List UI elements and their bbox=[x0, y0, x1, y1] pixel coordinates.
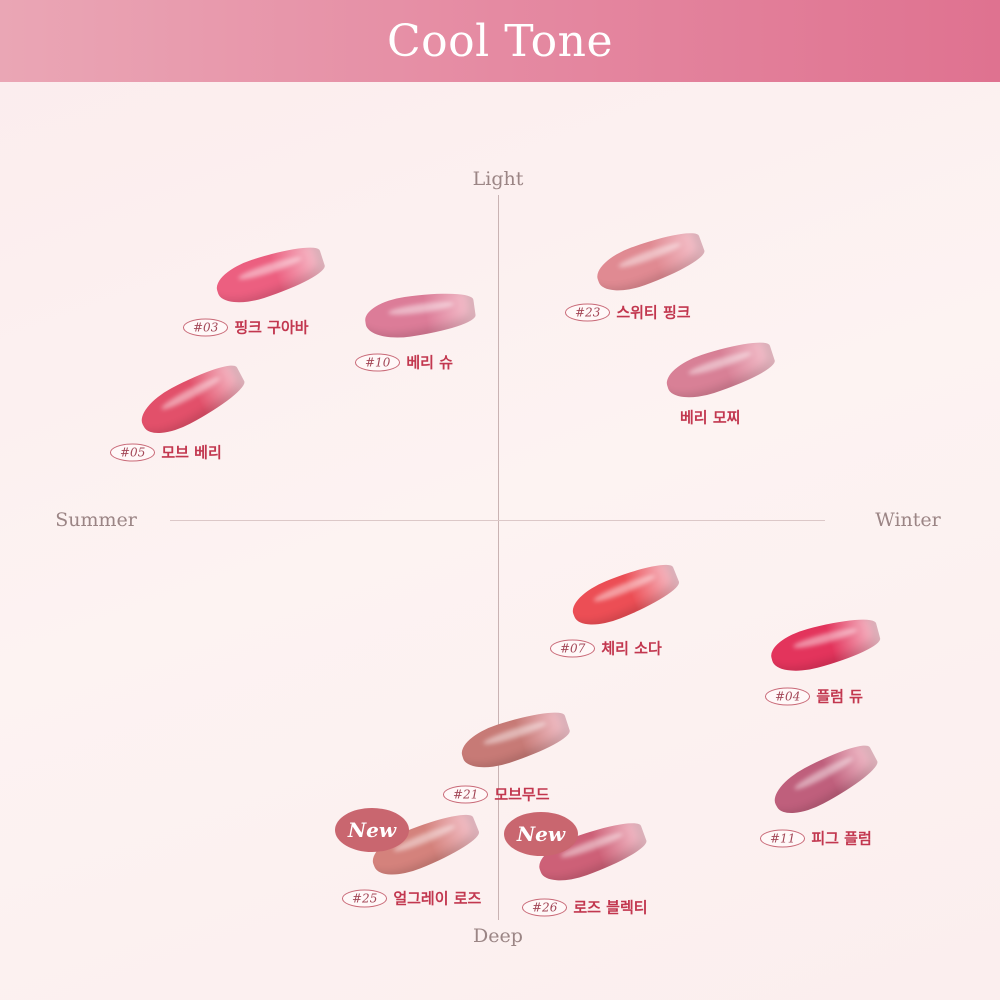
shade-name: 베리 슈 bbox=[406, 353, 453, 372]
shade-name: 플럼 듀 bbox=[816, 687, 863, 706]
lip-swatch bbox=[591, 224, 709, 300]
shade-number: #04 bbox=[765, 687, 811, 705]
shade-name: 모브무드 bbox=[494, 785, 550, 804]
shade-number: #21 bbox=[443, 785, 489, 803]
shade-name: 피그 플럼 bbox=[811, 829, 872, 848]
new-badge: New bbox=[335, 808, 409, 852]
shade-label: #21 모브무드 bbox=[443, 784, 550, 805]
new-badge: New bbox=[504, 812, 578, 856]
shade-label: #25 얼그레이 로즈 bbox=[342, 888, 481, 909]
lip-swatch bbox=[456, 703, 574, 777]
shade-name: 체리 소다 bbox=[601, 639, 662, 658]
shade-label: #05 모브 베리 bbox=[110, 442, 222, 463]
shade-label: #23 스위티 핑크 bbox=[565, 302, 691, 323]
lip-swatch bbox=[661, 333, 779, 407]
shade-name: 핑크 구아바 bbox=[234, 318, 309, 337]
shade-number: #10 bbox=[355, 353, 401, 371]
shade-name: 모브 베리 bbox=[161, 443, 222, 462]
page-title: Cool Tone bbox=[386, 15, 613, 67]
axis-label-deep: Deep bbox=[473, 925, 523, 947]
shade-name: 로즈 블렉티 bbox=[573, 898, 648, 917]
lip-swatch bbox=[767, 736, 883, 824]
lip-swatch bbox=[211, 238, 329, 312]
shade-label: 베리 모찌 bbox=[680, 407, 740, 428]
lip-swatch bbox=[134, 356, 250, 444]
lip-swatch bbox=[766, 611, 884, 679]
shade-label: #26 로즈 블렉티 bbox=[522, 897, 648, 918]
shade-name: 베리 모찌 bbox=[680, 408, 741, 427]
lip-swatch bbox=[362, 287, 478, 343]
shade-label: #07 체리 소다 bbox=[550, 638, 662, 659]
horizontal-axis bbox=[170, 520, 825, 521]
lip-swatch bbox=[566, 555, 684, 635]
axis-label-light: Light bbox=[472, 168, 524, 190]
header-banner: Cool Tone bbox=[0, 0, 1000, 82]
vertical-axis bbox=[498, 195, 499, 920]
shade-label: #03 핑크 구아바 bbox=[183, 317, 309, 338]
shade-number: #25 bbox=[342, 889, 388, 907]
shade-name: 얼그레이 로즈 bbox=[393, 889, 482, 908]
axis-label-winter: Winter bbox=[875, 509, 941, 531]
shade-number: #03 bbox=[183, 318, 229, 336]
shade-number: #26 bbox=[522, 898, 568, 916]
shade-number: #05 bbox=[110, 443, 156, 461]
shade-number: #07 bbox=[550, 639, 596, 657]
shade-number: #23 bbox=[565, 303, 611, 321]
shade-name: 스위티 핑크 bbox=[616, 303, 691, 322]
axis-label-summer: Summer bbox=[55, 509, 137, 531]
shade-number: #11 bbox=[760, 829, 806, 847]
shade-label: #04 플럼 듀 bbox=[765, 686, 863, 707]
shade-label: #10 베리 슈 bbox=[355, 352, 453, 373]
shade-label: #11 피그 플럼 bbox=[760, 828, 872, 849]
